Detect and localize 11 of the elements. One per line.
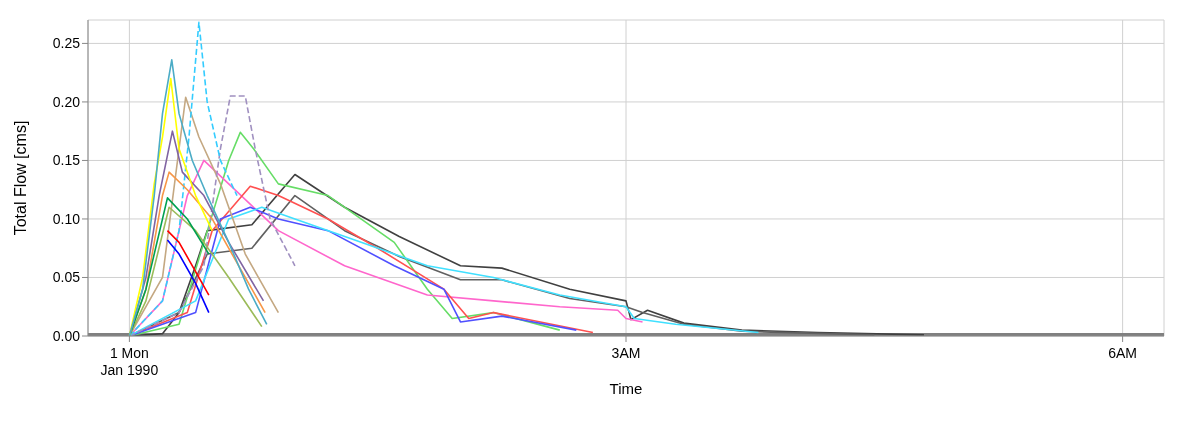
x-tick-label: 1 Mon Jan 1990 — [100, 345, 159, 378]
x-axis-title: Time — [609, 380, 643, 397]
y-tick-label: 0.25 — [52, 35, 81, 52]
y-tick-label: 0.10 — [52, 210, 81, 227]
x-tick-label: 6AM — [1108, 345, 1138, 361]
y-tick-label: 0.20 — [52, 93, 81, 110]
y-tick-label: 0.00 — [52, 328, 81, 344]
y-tick-label: 0.05 — [52, 269, 81, 286]
y-axis-title: Total Flow [cms] — [11, 120, 29, 236]
y-tick-label: 0.15 — [52, 152, 81, 169]
x-tick-label: 3AM — [611, 345, 641, 361]
